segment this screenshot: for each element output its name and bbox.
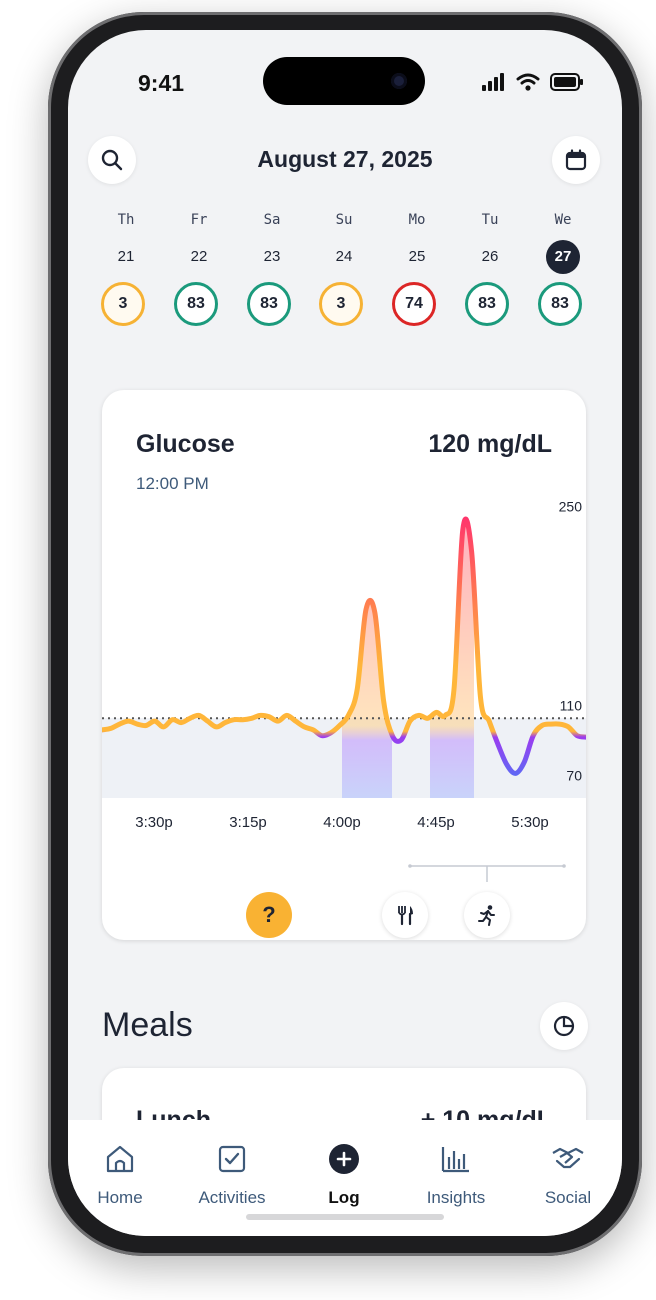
glucose-series-line: [102, 516, 586, 776]
x-tick-label: 3:15p: [229, 814, 267, 831]
tab-home[interactable]: Home: [70, 1140, 170, 1208]
day-tu[interactable]: Tu 26 83: [464, 212, 516, 326]
battery-icon: [550, 73, 583, 91]
status-time: 9:41: [138, 70, 185, 96]
day-number: 24: [335, 248, 353, 265]
day-score-badge: 83: [538, 282, 582, 326]
bar-chart-icon: [441, 1147, 469, 1173]
checkbox-icon: [218, 1145, 246, 1173]
screen: 9:41 August 27, 2025: [68, 30, 622, 1236]
tab-activities[interactable]: Activities: [182, 1140, 282, 1208]
handshake-icon: [552, 1147, 584, 1169]
status-icons: [482, 73, 584, 91]
meal-response-area: [342, 600, 392, 798]
tab-label: Insights: [426, 1188, 486, 1207]
day-name: We: [554, 212, 572, 228]
glucose-chart: 250 110 70: [102, 498, 586, 798]
pie-chart-icon: [553, 1015, 575, 1037]
tab-label: Home: [97, 1188, 143, 1207]
day-name: Th: [117, 212, 135, 228]
day-su[interactable]: Su 24 3: [318, 212, 370, 326]
home-indicator[interactable]: [246, 1214, 444, 1220]
y-tick-70: 70: [566, 767, 582, 783]
tab-label: Log: [328, 1188, 360, 1207]
search-icon: [101, 149, 123, 171]
day-number: 22: [190, 248, 208, 265]
day-name: Su: [335, 212, 353, 228]
tab-insights[interactable]: Insights: [406, 1140, 506, 1208]
day-score-badge: 3: [101, 282, 145, 326]
day-number: 23: [263, 248, 281, 265]
y-tick-110: 110: [560, 697, 583, 713]
activity-event-button[interactable]: [464, 892, 510, 938]
day-name: Sa: [263, 212, 281, 228]
meals-title: Meals: [102, 1006, 193, 1044]
glucose-time: 12:00 PM: [136, 474, 209, 493]
day-score-badge: 83: [174, 282, 218, 326]
x-tick-label: 5:30p: [511, 814, 549, 831]
day-score-badge: 83: [465, 282, 509, 326]
tab-label: Social: [544, 1188, 592, 1207]
day-mo[interactable]: Mo 25 74: [391, 212, 443, 326]
wifi-icon: [516, 73, 540, 91]
day-number: 21: [117, 248, 135, 265]
plus-circle-icon: [329, 1144, 359, 1174]
tab-log[interactable]: Log: [294, 1140, 394, 1208]
day-number: 25: [408, 248, 426, 265]
day-score-badge: 3: [319, 282, 363, 326]
camera-icon: [391, 73, 407, 89]
calendar-icon: [565, 149, 587, 171]
calendar-button[interactable]: [552, 136, 600, 184]
running-icon: [478, 905, 495, 926]
dynamic-island: [263, 57, 425, 105]
day-number: 26: [481, 248, 499, 265]
day-sa[interactable]: Sa 23 83: [246, 212, 298, 326]
meal-response-area: [430, 519, 474, 798]
glucose-card: Glucose 120 mg/dL 12:00 PM: [102, 390, 586, 940]
day-name: Mo: [408, 212, 426, 228]
event-range-bracket: [408, 864, 566, 882]
glucose-value: 120 mg/dL: [428, 430, 552, 458]
x-tick-label: 4:45p: [417, 814, 455, 831]
glucose-title: Glucose: [136, 430, 235, 458]
meal-event-button[interactable]: [382, 892, 428, 938]
meals-chart-button[interactable]: [540, 1002, 588, 1050]
tab-social[interactable]: Social: [518, 1140, 618, 1208]
day-th[interactable]: Th 21 3: [100, 212, 152, 326]
day-name: Tu: [481, 212, 499, 228]
home-icon: [106, 1145, 134, 1173]
x-tick-label: 3:30p: [135, 814, 173, 831]
day-fr[interactable]: Fr 22 83: [173, 212, 225, 326]
day-we[interactable]: We 27 83: [537, 212, 589, 326]
day-score-badge: 74: [392, 282, 436, 326]
phone-frame: 9:41 August 27, 2025: [48, 12, 642, 1256]
date-title: August 27, 2025: [257, 146, 433, 172]
day-score-badge: 83: [247, 282, 291, 326]
fork-knife-icon: [398, 906, 413, 926]
unknown-event-button[interactable]: ?: [246, 892, 292, 938]
question-label: ?: [262, 902, 276, 927]
x-tick-label: 4:00p: [323, 814, 361, 831]
day-number: 27: [546, 240, 580, 274]
search-button[interactable]: [88, 136, 136, 184]
day-name: Fr: [190, 212, 208, 228]
tab-label: Activities: [198, 1188, 266, 1207]
signal-icon: [482, 73, 504, 91]
y-tick-250: 250: [559, 498, 583, 514]
